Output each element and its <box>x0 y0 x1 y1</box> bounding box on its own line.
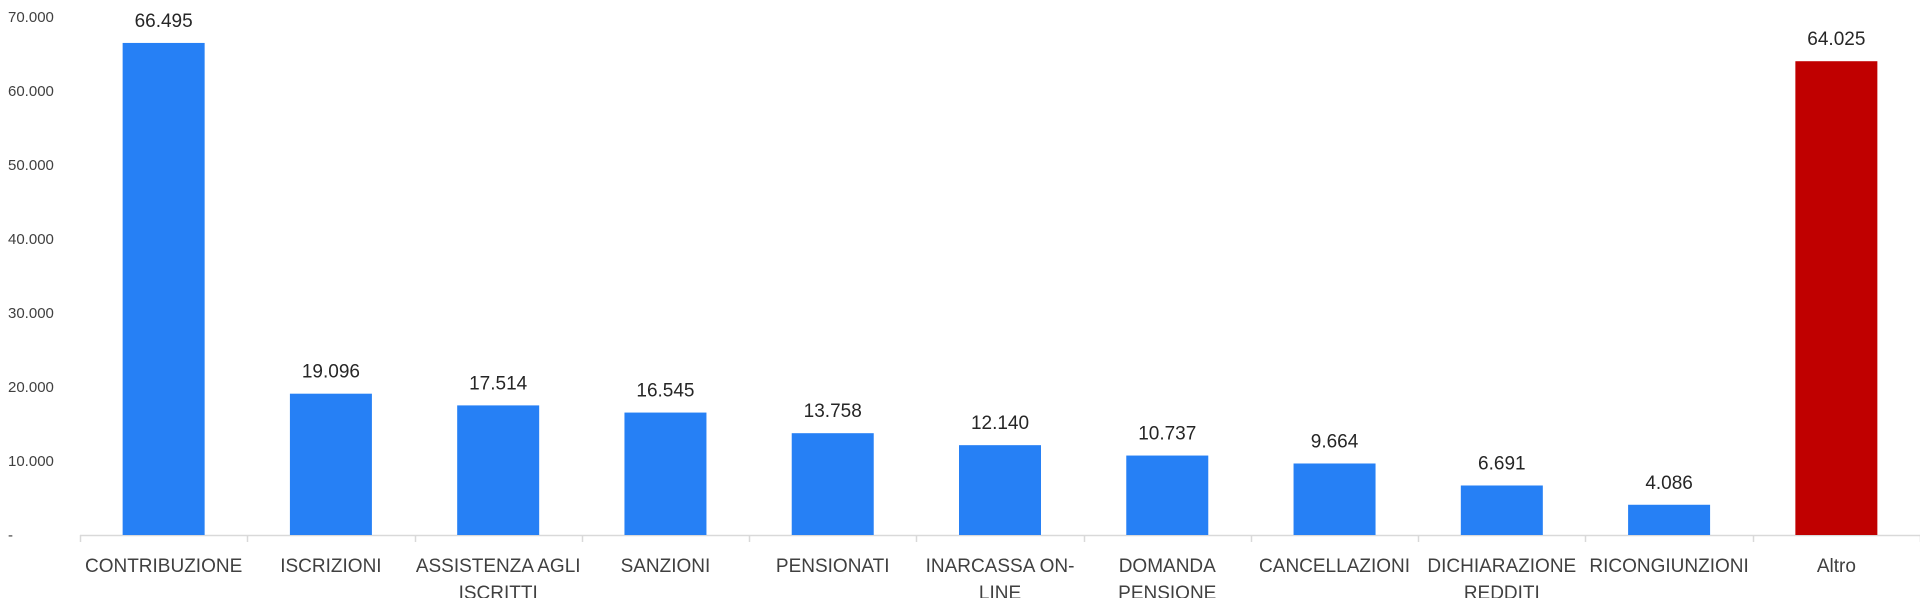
category-label: CONTRIBUZIONE <box>85 556 242 577</box>
category-label-line: CONTRIBUZIONE <box>85 556 242 577</box>
bar <box>1628 504 1711 535</box>
category-label-line: ISCRITTI <box>459 583 538 598</box>
category-label-line: DICHIARAZIONE <box>1427 556 1576 577</box>
category-label: ASSISTENZA AGLI ISCRITTI <box>416 556 581 598</box>
category-label: PENSIONATI <box>776 556 890 577</box>
bar <box>959 445 1041 535</box>
y-tick-label: 30.000 <box>8 305 54 322</box>
category-label: CANCELLAZIONI <box>1259 556 1410 577</box>
bar <box>791 433 874 535</box>
data-label: 64.025 <box>1807 29 1865 50</box>
y-tick-label: 10.000 <box>8 453 54 470</box>
data-label: 13.758 <box>804 401 862 422</box>
category-label: DICHIARAZIONE REDDITI <box>1427 556 1576 598</box>
bar <box>1460 485 1543 535</box>
category-label-line: Altro <box>1817 556 1856 577</box>
category-label-line: INARCASSA ON- <box>926 556 1075 577</box>
category-label: INARCASSA ON- LINE <box>926 556 1075 598</box>
bar <box>1126 455 1209 535</box>
data-label: 12.140 <box>971 413 1029 434</box>
data-label: 6.691 <box>1478 453 1526 474</box>
data-label: 17.514 <box>469 373 528 394</box>
bar <box>624 412 707 535</box>
category-label: SANZIONI <box>621 556 711 577</box>
y-tick-label: 50.000 <box>8 157 54 174</box>
data-labels: 66.495 19.096 17.514 16.545 13.758 12.140 10.7… <box>135 11 1866 494</box>
category-label-line: ASSISTENZA AGLI <box>416 556 581 577</box>
category-label-line: LINE <box>979 583 1021 598</box>
category-label: DOMANDA PENSIONE <box>1118 556 1216 598</box>
bar <box>122 42 205 535</box>
category-label: Altro <box>1817 556 1856 577</box>
category-label-line: DOMANDA <box>1119 556 1216 577</box>
data-label: 16.545 <box>636 381 694 402</box>
category-label-line: PENSIONATI <box>776 556 890 577</box>
x-axis <box>79 534 1920 542</box>
bar <box>289 393 372 535</box>
y-tick-label: - <box>8 527 13 544</box>
data-label: 4.086 <box>1645 473 1693 494</box>
category-label-line: PENSIONE <box>1118 583 1216 598</box>
data-label: 19.096 <box>302 362 360 383</box>
data-label: 66.495 <box>135 11 193 32</box>
bars <box>122 42 1878 536</box>
y-tick-label: 20.000 <box>8 379 54 396</box>
category-label-line: CANCELLAZIONI <box>1259 556 1410 577</box>
data-label: 10.737 <box>1138 424 1196 445</box>
category-label: RICONGIUNZIONI <box>1589 556 1748 577</box>
bar <box>1293 463 1376 535</box>
bar <box>1795 61 1878 536</box>
data-label: 9.664 <box>1311 431 1359 452</box>
category-label-line: SANZIONI <box>621 556 711 577</box>
category-label-line: RICONGIUNZIONI <box>1589 556 1748 577</box>
category-label: ISCRIZIONI <box>280 556 381 577</box>
y-axis: - 10.000 20.000 30.000 40.000 50.000 60.000 70.… <box>8 9 54 544</box>
category-labels: CONTRIBUZIONE ISCRIZIONI ASSISTENZA AGLI IS… <box>85 556 1856 598</box>
bar <box>457 405 540 535</box>
category-label-line: REDDITI <box>1464 583 1540 598</box>
category-label-line: ISCRIZIONI <box>280 556 381 577</box>
y-tick-label: 60.000 <box>8 83 54 100</box>
y-tick-label: 40.000 <box>8 231 54 248</box>
y-tick-label: 70.000 <box>8 9 54 26</box>
